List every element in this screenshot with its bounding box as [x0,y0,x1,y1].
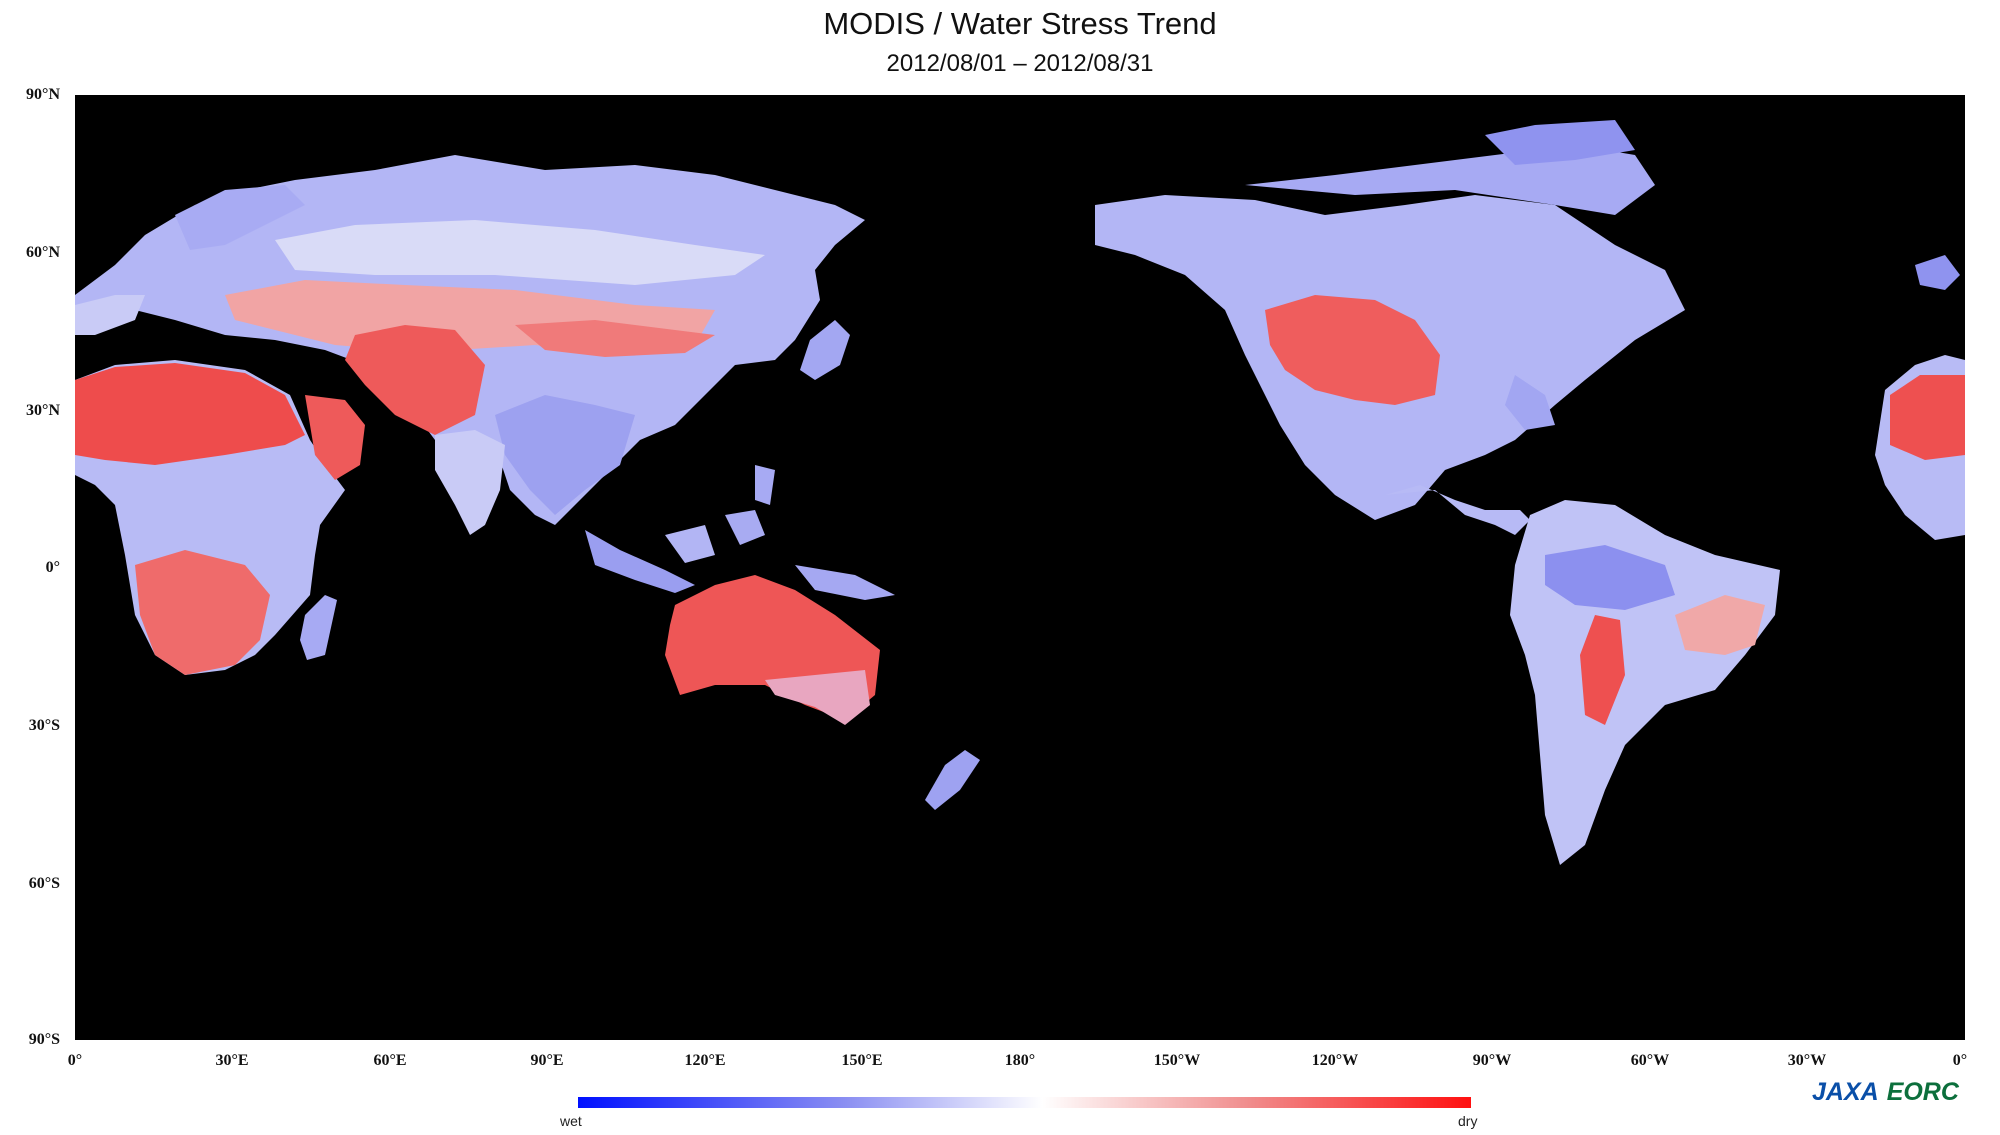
lon-label-180: 180° [1004,1052,1036,1069]
north-america [1095,120,1685,520]
lon-label-60w: 60°W [1630,1052,1670,1069]
chart-title: MODIS / Water Stress Trend [823,6,1217,41]
world-map [75,95,1965,1040]
jaxa-eorc-logo: JAXA EORC [1812,1078,1959,1107]
lat-label-equator: 0° [45,559,60,576]
lon-label-60e: 60°E [373,1052,407,1069]
south-america [1510,500,1780,865]
lat-label-30s: 30°S [28,717,60,734]
colorbar-dry-label: dry [1458,1113,1478,1129]
lon-label-120w: 120°W [1311,1052,1359,1069]
lon-label-150w: 150°W [1153,1052,1201,1069]
water-stress-map [75,95,1965,1040]
central-america [1385,485,1530,535]
eurasia [75,155,865,535]
colorbar-wet-label: wet [560,1113,582,1129]
lat-label-90n: 90°N [26,86,60,103]
lon-label-120e: 120°E [684,1052,726,1069]
lon-label-0: 0° [67,1052,83,1069]
lon-label-90e: 90°E [530,1052,564,1069]
australia [665,575,980,810]
africa [75,360,365,675]
lon-label-30w: 30°W [1787,1052,1827,1069]
se-asia-islands [585,465,895,600]
lon-label-30e: 30°E [215,1052,249,1069]
islands-north [175,185,850,380]
lon-label-0-right: 0° [1952,1052,1968,1069]
lon-label-150e: 150°E [841,1052,883,1069]
west-africa-edge [1875,255,1965,540]
lat-label-60s: 60°S [28,875,60,892]
colorbar [578,1097,1471,1108]
lon-label-90w: 90°W [1472,1052,1512,1069]
lat-label-30n: 30°N [26,402,60,419]
eorc-logo-text: EORC [1886,1078,1959,1106]
jaxa-logo-text: JAXA [1812,1078,1879,1106]
lat-label-90s: 90°S [28,1031,60,1048]
lat-label-60n: 60°N [26,244,60,261]
date-range: 2012/08/01 – 2012/08/31 [886,50,1154,77]
